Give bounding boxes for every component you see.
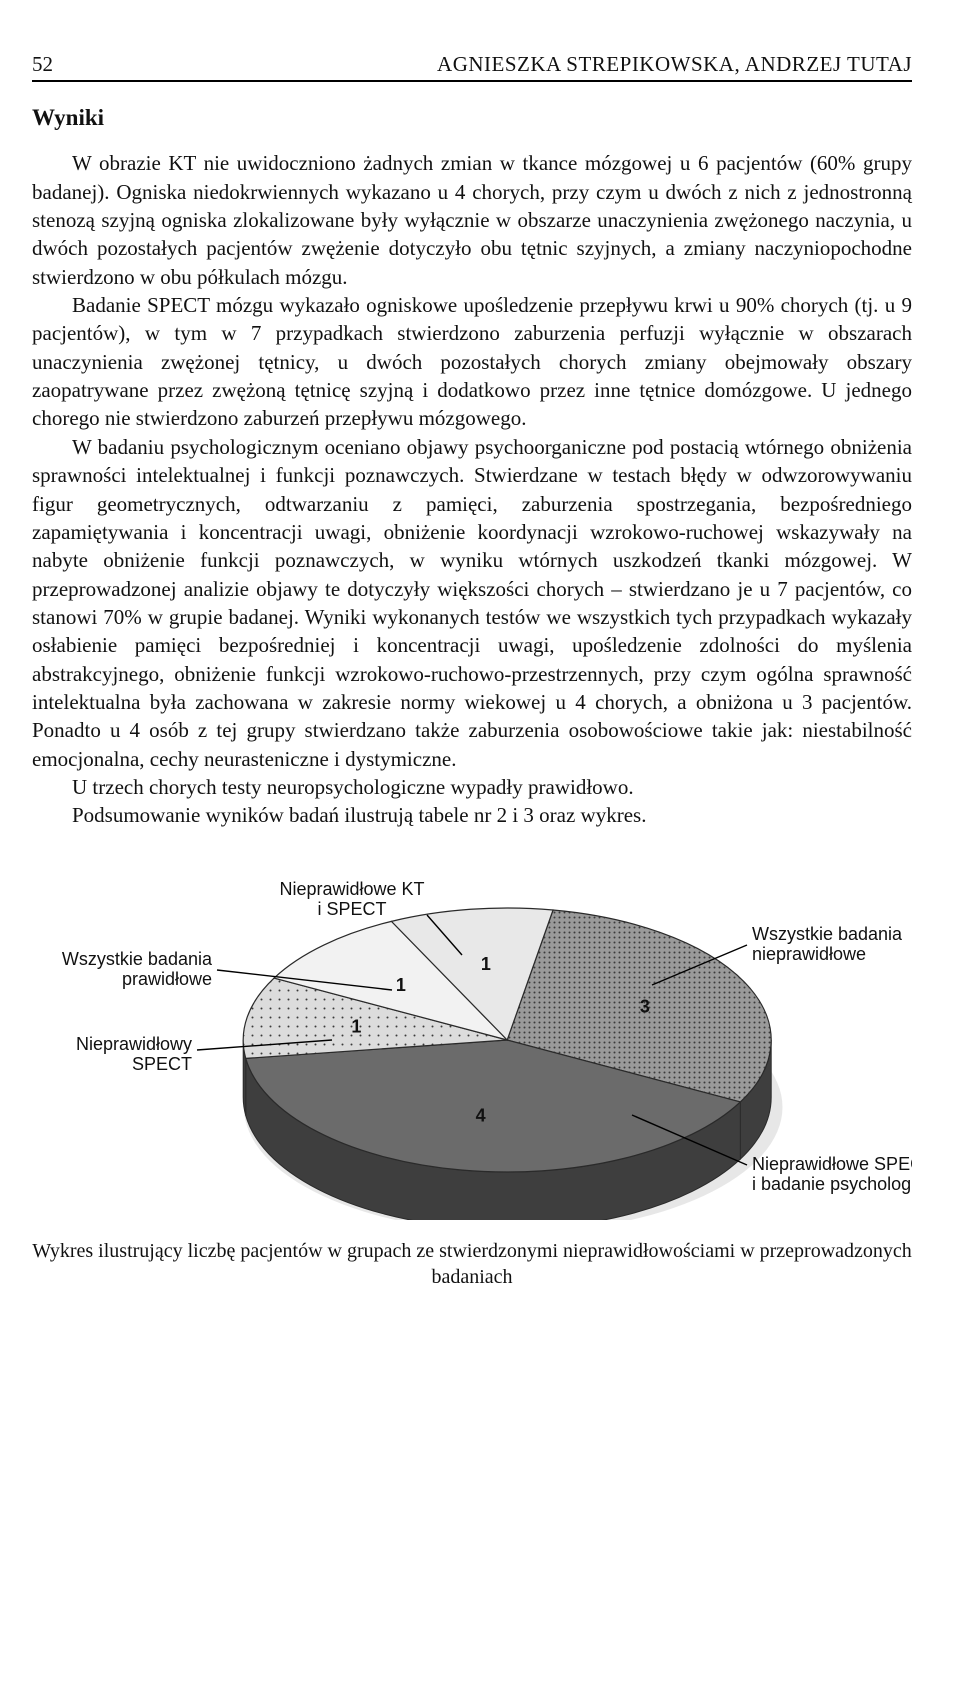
pie-label-wszystkie_nieprawidlowe: Wszystkie badanianieprawidłowe	[752, 924, 903, 964]
section-title: Wyniki	[32, 102, 912, 133]
pie-label-spect_psych: Nieprawidłowe SPECTi badanie psychologic…	[752, 1154, 912, 1194]
paragraph-3: W badaniu psychologicznym oceniano objaw…	[32, 433, 912, 773]
pie-value-nieprawidlowy_spect: 1	[351, 1016, 361, 1036]
paragraph-4: U trzech chorych testy neuropsychologicz…	[32, 773, 912, 801]
paragraph-5: Podsumowanie wyników badań ilustrują tab…	[32, 801, 912, 829]
paragraph-1: W obrazie KT nie uwidoczniono żadnych zm…	[32, 149, 912, 291]
pie-value-wszystkie_prawidlowe: 1	[396, 975, 406, 995]
pie-value-wszystkie_nieprawidlowe: 3	[640, 996, 650, 1016]
running-header: 52 AGNIESZKA STREPIKOWSKA, ANDRZEJ TUTAJ	[32, 50, 912, 82]
pie-value-spect_psych: 4	[476, 1105, 486, 1125]
pie-label-kt_spect: Nieprawidłowe KTi SPECT	[279, 879, 424, 919]
running-head-text: AGNIESZKA STREPIKOWSKA, ANDRZEJ TUTAJ	[437, 50, 912, 78]
page-number: 52	[32, 50, 53, 78]
pie-chart-svg: 3 4 1 1 1 Nieprawidłowe KTi SPECT Wszystkie ba…	[32, 860, 912, 1220]
pie-label-wszystkie_prawidlowe: Wszystkie badaniaprawidłowe	[62, 949, 213, 989]
figure-caption: Wykres ilustrujący liczbę pacjentów w gr…	[32, 1238, 912, 1290]
paragraph-2: Badanie SPECT mózgu wykazało ogniskowe u…	[32, 291, 912, 433]
pie-label-nieprawidlowy_spect: NieprawidłowySPECT	[76, 1034, 192, 1074]
pie-value-kt_spect: 1	[481, 954, 491, 974]
pie-chart-figure: 3 4 1 1 1 Nieprawidłowe KTi SPECT Wszystkie ba…	[32, 860, 912, 1290]
